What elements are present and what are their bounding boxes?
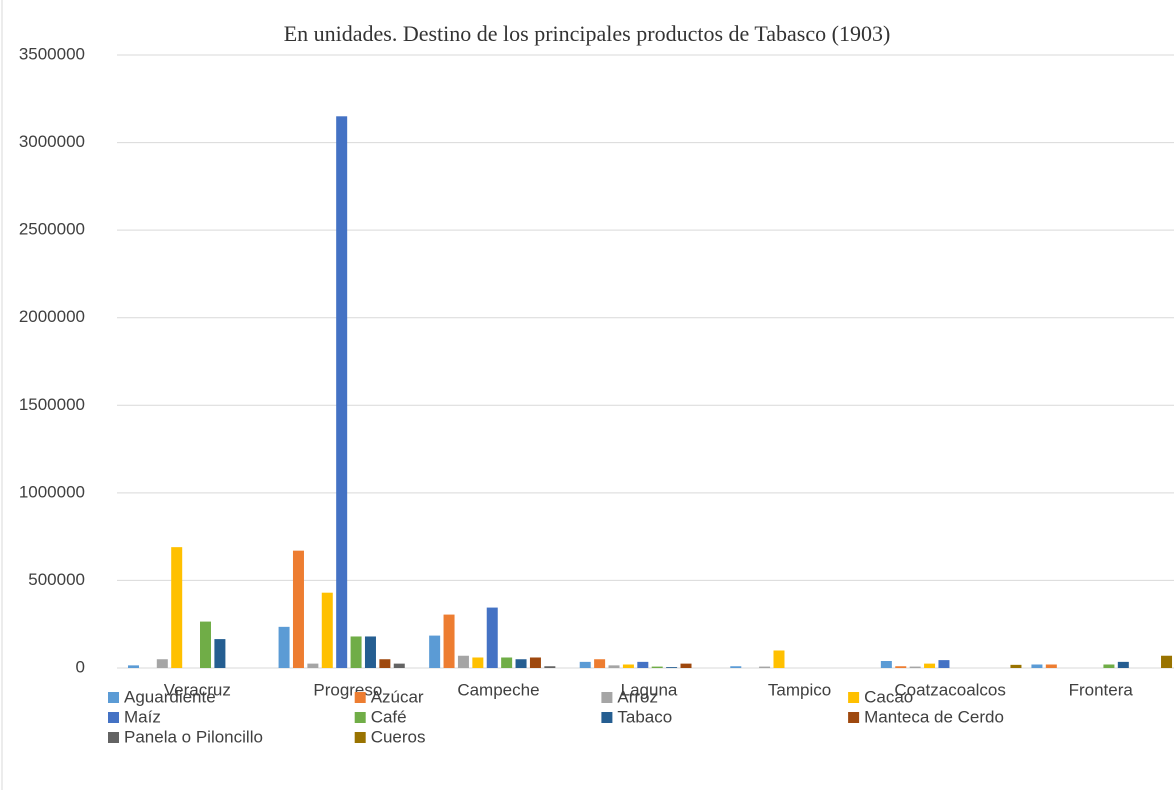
bar [1010, 664, 1022, 668]
bar [924, 663, 936, 668]
bar [292, 550, 304, 668]
legend-label: Azúcar [371, 687, 424, 706]
bar [472, 657, 484, 668]
legend-swatch [601, 712, 613, 723]
bar [393, 663, 405, 668]
x-tick-label: Campeche [457, 680, 539, 699]
legend-label: Maíz [124, 707, 161, 726]
bar [637, 661, 649, 668]
legend-swatch [354, 712, 366, 723]
legend-label: Café [371, 707, 407, 726]
legend-label: Cacao [864, 687, 913, 706]
bar [486, 607, 498, 668]
y-tick-label: 0 [76, 657, 85, 676]
bar [443, 614, 455, 668]
legend-label: Manteca de Cerdo [864, 707, 1004, 726]
legend-swatch [354, 732, 366, 743]
bar [622, 664, 634, 668]
x-tick-label: Veracruz [164, 680, 231, 699]
bar [307, 663, 319, 668]
bar [1103, 664, 1115, 668]
bar [651, 666, 663, 668]
bar [321, 592, 333, 668]
bar [350, 636, 362, 668]
bar [680, 663, 692, 668]
legend-swatch [848, 692, 860, 703]
bar [1031, 664, 1043, 668]
bar [429, 635, 441, 668]
bar [895, 666, 907, 668]
y-tick-label: 3000000 [19, 132, 85, 151]
legend-swatch [848, 712, 860, 723]
bar [364, 636, 376, 668]
legend-swatch [601, 692, 613, 703]
x-tick-label: Laguna [621, 680, 678, 699]
bar [200, 621, 211, 668]
bar [515, 659, 527, 668]
legend-swatch [354, 692, 366, 703]
y-tick-label: 2500000 [19, 220, 85, 239]
bar [579, 661, 591, 668]
y-tick-label: 3500000 [19, 44, 85, 63]
y-tick-label: 1000000 [19, 482, 85, 501]
bar [1161, 655, 1173, 668]
y-tick-label: 500000 [28, 570, 85, 589]
bar [278, 626, 290, 668]
bar [909, 666, 921, 668]
bar [214, 639, 226, 668]
bar [529, 657, 541, 668]
bar [1117, 661, 1129, 668]
y-tick-label: 1500000 [19, 395, 85, 414]
legend-label: Tabaco [617, 707, 672, 726]
x-tick-label: Frontera [1069, 680, 1134, 699]
bar [759, 666, 771, 668]
legend-swatch [108, 692, 119, 703]
bar [379, 659, 391, 668]
bar [336, 116, 348, 669]
legend-label: Panela o Piloncillo [124, 727, 263, 746]
bar [666, 667, 678, 668]
bar [608, 665, 620, 668]
bar [773, 650, 785, 668]
x-tick-label: Coatzacoalcos [894, 680, 1006, 699]
x-tick-label: Tampico [768, 680, 831, 699]
legend-swatch [108, 712, 119, 723]
bar [171, 547, 183, 668]
bar [1045, 664, 1057, 668]
bar [156, 659, 168, 668]
chart-title: En unidades. Destino de los principales … [284, 21, 891, 46]
bar [730, 666, 742, 668]
bar [594, 659, 606, 668]
legend-label: Aguardiente [124, 687, 216, 706]
bar [128, 665, 139, 668]
legend-swatch [108, 732, 119, 743]
y-tick-label: 2000000 [19, 307, 85, 326]
bar [938, 660, 950, 668]
legend-label: Arroz [617, 687, 658, 706]
bar [501, 657, 513, 668]
bar [457, 655, 469, 668]
bar [544, 666, 556, 668]
legend-label: Cueros [371, 727, 426, 746]
bar [880, 660, 892, 668]
